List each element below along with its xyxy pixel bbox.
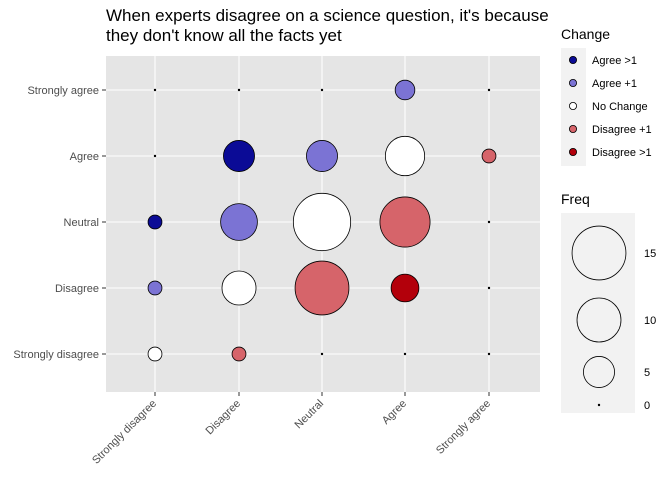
data-point <box>147 280 163 296</box>
x-axis-tick-labels: Strongly disagree Disagree Neutral Agree Str… <box>90 392 493 467</box>
chart-title-line-1: When experts disagree on a science quest… <box>106 6 549 25</box>
freq-legend-key <box>583 356 615 388</box>
data-point <box>221 270 257 306</box>
data-point <box>487 88 491 92</box>
data-point <box>390 273 420 303</box>
chart-title-line-2: they don't know all the facts yet <box>106 26 342 45</box>
freq-legend-key <box>576 297 622 343</box>
data-point <box>231 346 247 362</box>
data-point <box>487 220 491 224</box>
data-point <box>292 192 352 252</box>
freq-legend-label: 15 <box>644 248 656 260</box>
data-point <box>147 214 163 230</box>
data-point <box>384 135 426 177</box>
data-point <box>403 352 407 356</box>
change-legend-key <box>569 125 578 134</box>
x-tick-label: Strongly disagree <box>90 398 159 467</box>
x-tick-label: Disagree <box>204 398 244 438</box>
change-legend-label: Disagree +1 <box>592 124 652 136</box>
data-points <box>147 79 497 362</box>
data-point <box>220 203 258 241</box>
data-point <box>306 140 338 172</box>
change-legend-label: Agree +1 <box>592 78 637 90</box>
y-tick-label: Strongly disagree <box>13 349 99 361</box>
freq-legend-key <box>597 403 601 407</box>
change-legend-label: Disagree >1 <box>592 147 652 159</box>
data-point <box>294 260 350 316</box>
data-point <box>320 352 324 356</box>
y-tick-label: Strongly agree <box>27 85 99 97</box>
data-point <box>153 154 157 158</box>
change-legend-label: No Change <box>592 101 648 113</box>
data-point <box>394 79 416 101</box>
data-point <box>223 140 255 172</box>
x-tick-label: Neutral <box>293 398 327 432</box>
data-point <box>147 346 163 362</box>
change-legend-key <box>569 102 578 111</box>
data-point <box>487 352 491 356</box>
freq-legend: 15 10 5 0 <box>561 213 656 413</box>
data-point <box>487 286 491 290</box>
data-point <box>320 88 324 92</box>
change-legend-label: Agree >1 <box>592 55 637 67</box>
change-legend-key <box>569 56 578 65</box>
y-tick-label: Agree <box>70 151 99 163</box>
freq-legend-title: Freq <box>561 191 590 207</box>
change-legend-key <box>569 147 578 156</box>
y-tick-label: Disagree <box>55 283 99 295</box>
change-legend-title: Change <box>561 26 610 42</box>
freq-legend-label: 10 <box>644 315 656 327</box>
y-axis-tick-labels: Strongly disagree Disagree Neutral Agree Str… <box>13 85 106 361</box>
change-legend: Agree >1 Agree +1 No Change Disagree +1 Disa… <box>561 48 652 166</box>
freq-legend-label: 5 <box>644 367 650 379</box>
x-tick-label: Strongly agree <box>434 398 493 457</box>
x-tick-label: Agree <box>380 398 409 427</box>
data-point <box>153 88 157 92</box>
data-point <box>481 148 497 164</box>
data-point <box>237 88 241 92</box>
freq-legend-key <box>571 225 627 281</box>
y-tick-label: Neutral <box>64 217 99 229</box>
change-legend-key <box>569 79 578 88</box>
data-point <box>379 196 431 248</box>
freq-legend-label: 0 <box>644 400 650 412</box>
